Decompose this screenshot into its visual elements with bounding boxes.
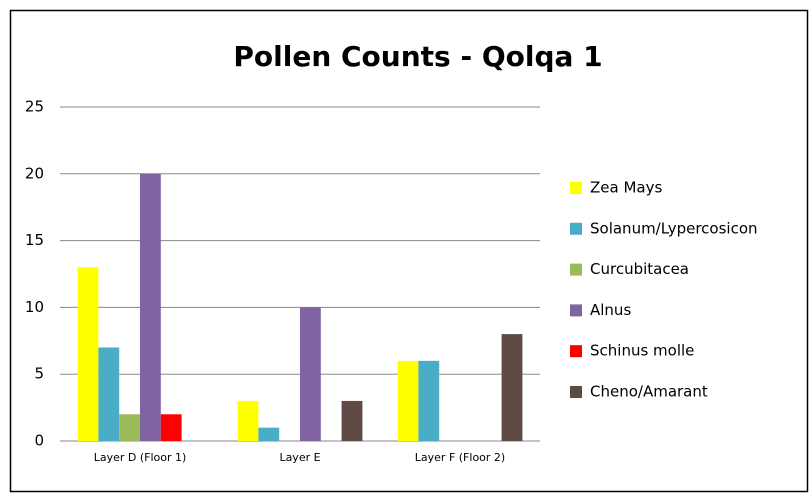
- x-tick-label: Layer F (Floor 2): [415, 451, 505, 464]
- bar: [258, 427, 280, 441]
- y-tick-label: 25: [25, 98, 44, 116]
- legend-label: Cheno/Amarant: [590, 383, 708, 401]
- y-tick-label: 20: [25, 164, 44, 182]
- bar: [501, 334, 523, 441]
- bar: [341, 400, 363, 441]
- legend-swatch: [570, 386, 582, 398]
- bar: [300, 307, 321, 441]
- y-tick-label: 5: [34, 365, 44, 383]
- legend-label: Alnus: [590, 301, 631, 319]
- y-tick-label: 15: [25, 231, 44, 249]
- bar: [140, 173, 161, 442]
- x-tick-label: Layer D (Floor 1): [94, 451, 187, 464]
- bar: [119, 414, 140, 441]
- y-tick-label: 10: [25, 298, 44, 316]
- legend-swatch: [570, 304, 582, 317]
- legend-swatch: [570, 345, 582, 358]
- legend-label: Zea Mays: [590, 179, 662, 197]
- bar: [237, 400, 259, 441]
- bar: [160, 414, 182, 441]
- legend-swatch: [570, 263, 582, 276]
- bar: [418, 360, 440, 441]
- legend-swatch: [570, 182, 582, 194]
- chart-title: Pollen Counts - Qolqa 1: [233, 40, 602, 73]
- bar: [98, 347, 120, 441]
- legend-label: Curcubitacea: [590, 260, 689, 278]
- y-tick-label: 0: [34, 432, 44, 450]
- bar: [397, 360, 419, 441]
- bar: [77, 267, 99, 441]
- legend-label: Schinus molle: [590, 342, 694, 360]
- x-tick-label: Layer E: [279, 451, 320, 464]
- legend-swatch: [570, 222, 582, 235]
- legend-label: Solanum/Lypercosicon: [590, 219, 758, 237]
